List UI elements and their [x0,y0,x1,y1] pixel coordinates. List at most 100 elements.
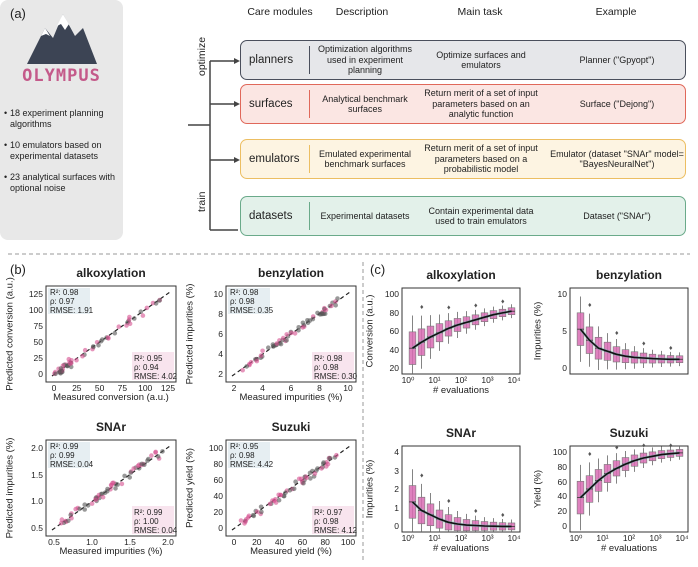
box-title: benzylation [595,268,662,282]
data-point [270,344,276,349]
data-point [116,324,122,329]
data-point [240,367,245,373]
data-point [327,456,333,461]
data-point [333,303,338,308]
data-point [74,357,79,363]
outlier-mark: ♦ [642,341,646,348]
data-point [146,456,151,462]
x-axis-label: Measured yield (%) [250,546,332,557]
module-task: Contain experimental data used to train … [428,205,534,227]
box-plot-3: ♦ ♦ ♦ ♦ [569,443,689,533]
data-point [59,517,65,522]
train-label: train [196,191,208,212]
x-tick-label: 0 [231,537,237,547]
train-rho: ρ: 0.98 [230,297,255,306]
x-tick-label: 10¹ [428,375,441,385]
data-point [296,325,301,330]
data-point [334,452,339,458]
box-title: alkoxylation [426,268,496,282]
y-tick-label: 0 [562,363,567,373]
data-point [254,358,260,364]
module-description: Optimization algorithms used in experime… [317,44,413,76]
x-tick-label: 2.0 [162,537,174,547]
module-task: Optimize surfaces and emulators [436,49,526,71]
outlier-mark: ♦ [474,302,478,309]
box-plot-2: ♦ ♦ ♦ ♦ [401,445,521,533]
train-rmse: RMSE: 0.35 [230,306,274,315]
data-point [287,488,293,493]
data-point [250,512,256,518]
bullet-emulators: 10 emulators based on experimental datas… [4,140,122,162]
y-tick-label: 60 [557,476,567,487]
olympus-panel: OLYMPUS 18 experiment planning algorithm… [0,0,123,240]
test-rmse: RMSE: 0.30 [314,372,358,381]
x-tick-label: 10⁴ [507,375,521,385]
data-point [280,335,286,341]
data-point [98,338,104,344]
y-tick-label: 0.5 [31,523,43,533]
x-tick-label: 6 [288,383,294,393]
module-example: Emulator (dataset "SNAr" model= "BayesNe… [550,148,684,170]
module-separator [309,90,310,118]
logo-text: OLYMPUS [22,66,101,86]
x-tick-label: 1.0 [86,537,98,547]
data-point [53,371,58,377]
y-axis-label: Predicted yield (%) [184,448,196,528]
y-tick-label: 10 [213,289,223,299]
test-rho: ρ: 0.98 [314,517,339,526]
data-point [160,449,165,454]
x-tick-label: 10⁴ [507,533,521,543]
x-tick-label: 125 [160,383,176,393]
x-tick-label: 10² [454,533,468,543]
train-rmse: RMSE: 0.04 [50,460,94,469]
y-tick-label: 2 [218,369,223,379]
train-rho: ρ: 0.98 [230,451,255,460]
y-axis-label: Predicted impurities (%) [4,437,16,539]
x-tick-label: 100 [340,537,356,547]
outlier-mark: ♦ [501,512,505,519]
x-tick-label: 100 [138,383,153,393]
data-point [301,480,306,486]
data-point [283,490,288,495]
data-point [244,364,249,369]
y-tick-label: 20 [389,363,399,373]
data-point [284,332,289,337]
y-tick-label: 40 [213,491,223,501]
panel-label-c: (c) [370,262,386,277]
data-point [110,480,115,486]
box-title: Suzuki [609,426,649,440]
panel-label-a: (a) [10,6,26,21]
x-tick-label: 2 [231,383,237,393]
data-point [300,325,305,330]
train-r2: R²: 0.98 [50,288,79,297]
y-tick-label: 0 [218,523,223,533]
test-stats-bg [312,352,354,380]
data-point [144,305,150,311]
data-point [89,501,95,506]
data-point [149,453,154,458]
x-tick-label: 10⁴ [675,533,689,543]
train-stats-bg [48,442,90,468]
data-point [90,344,96,349]
train-stats-bg [228,288,270,314]
train-r2: R²: 0.95 [230,442,259,451]
parity-title: SNAr [95,420,126,434]
y-tick-label: 125 [28,289,43,299]
data-point [153,450,158,455]
y-tick-label: 0 [38,369,43,379]
module-task: Return merit of a set of input parameter… [424,88,538,120]
x-tick-label: 10¹ [428,533,441,543]
data-point [77,506,82,512]
y-tick-label: 20 [557,506,567,517]
parity-title: alkoxylation [76,266,146,280]
parity-plot-3 [225,439,357,537]
data-point [319,466,324,471]
module-description: Analytical benchmark surfaces [322,93,408,115]
x-tick-label: 0 [51,383,57,393]
x-tick-label: 10³ [481,533,494,543]
data-point [58,520,64,526]
data-point [115,482,120,487]
data-point [139,461,144,467]
outlier-mark: ♦ [474,508,478,515]
test-rho: ρ: 0.98 [314,363,339,372]
